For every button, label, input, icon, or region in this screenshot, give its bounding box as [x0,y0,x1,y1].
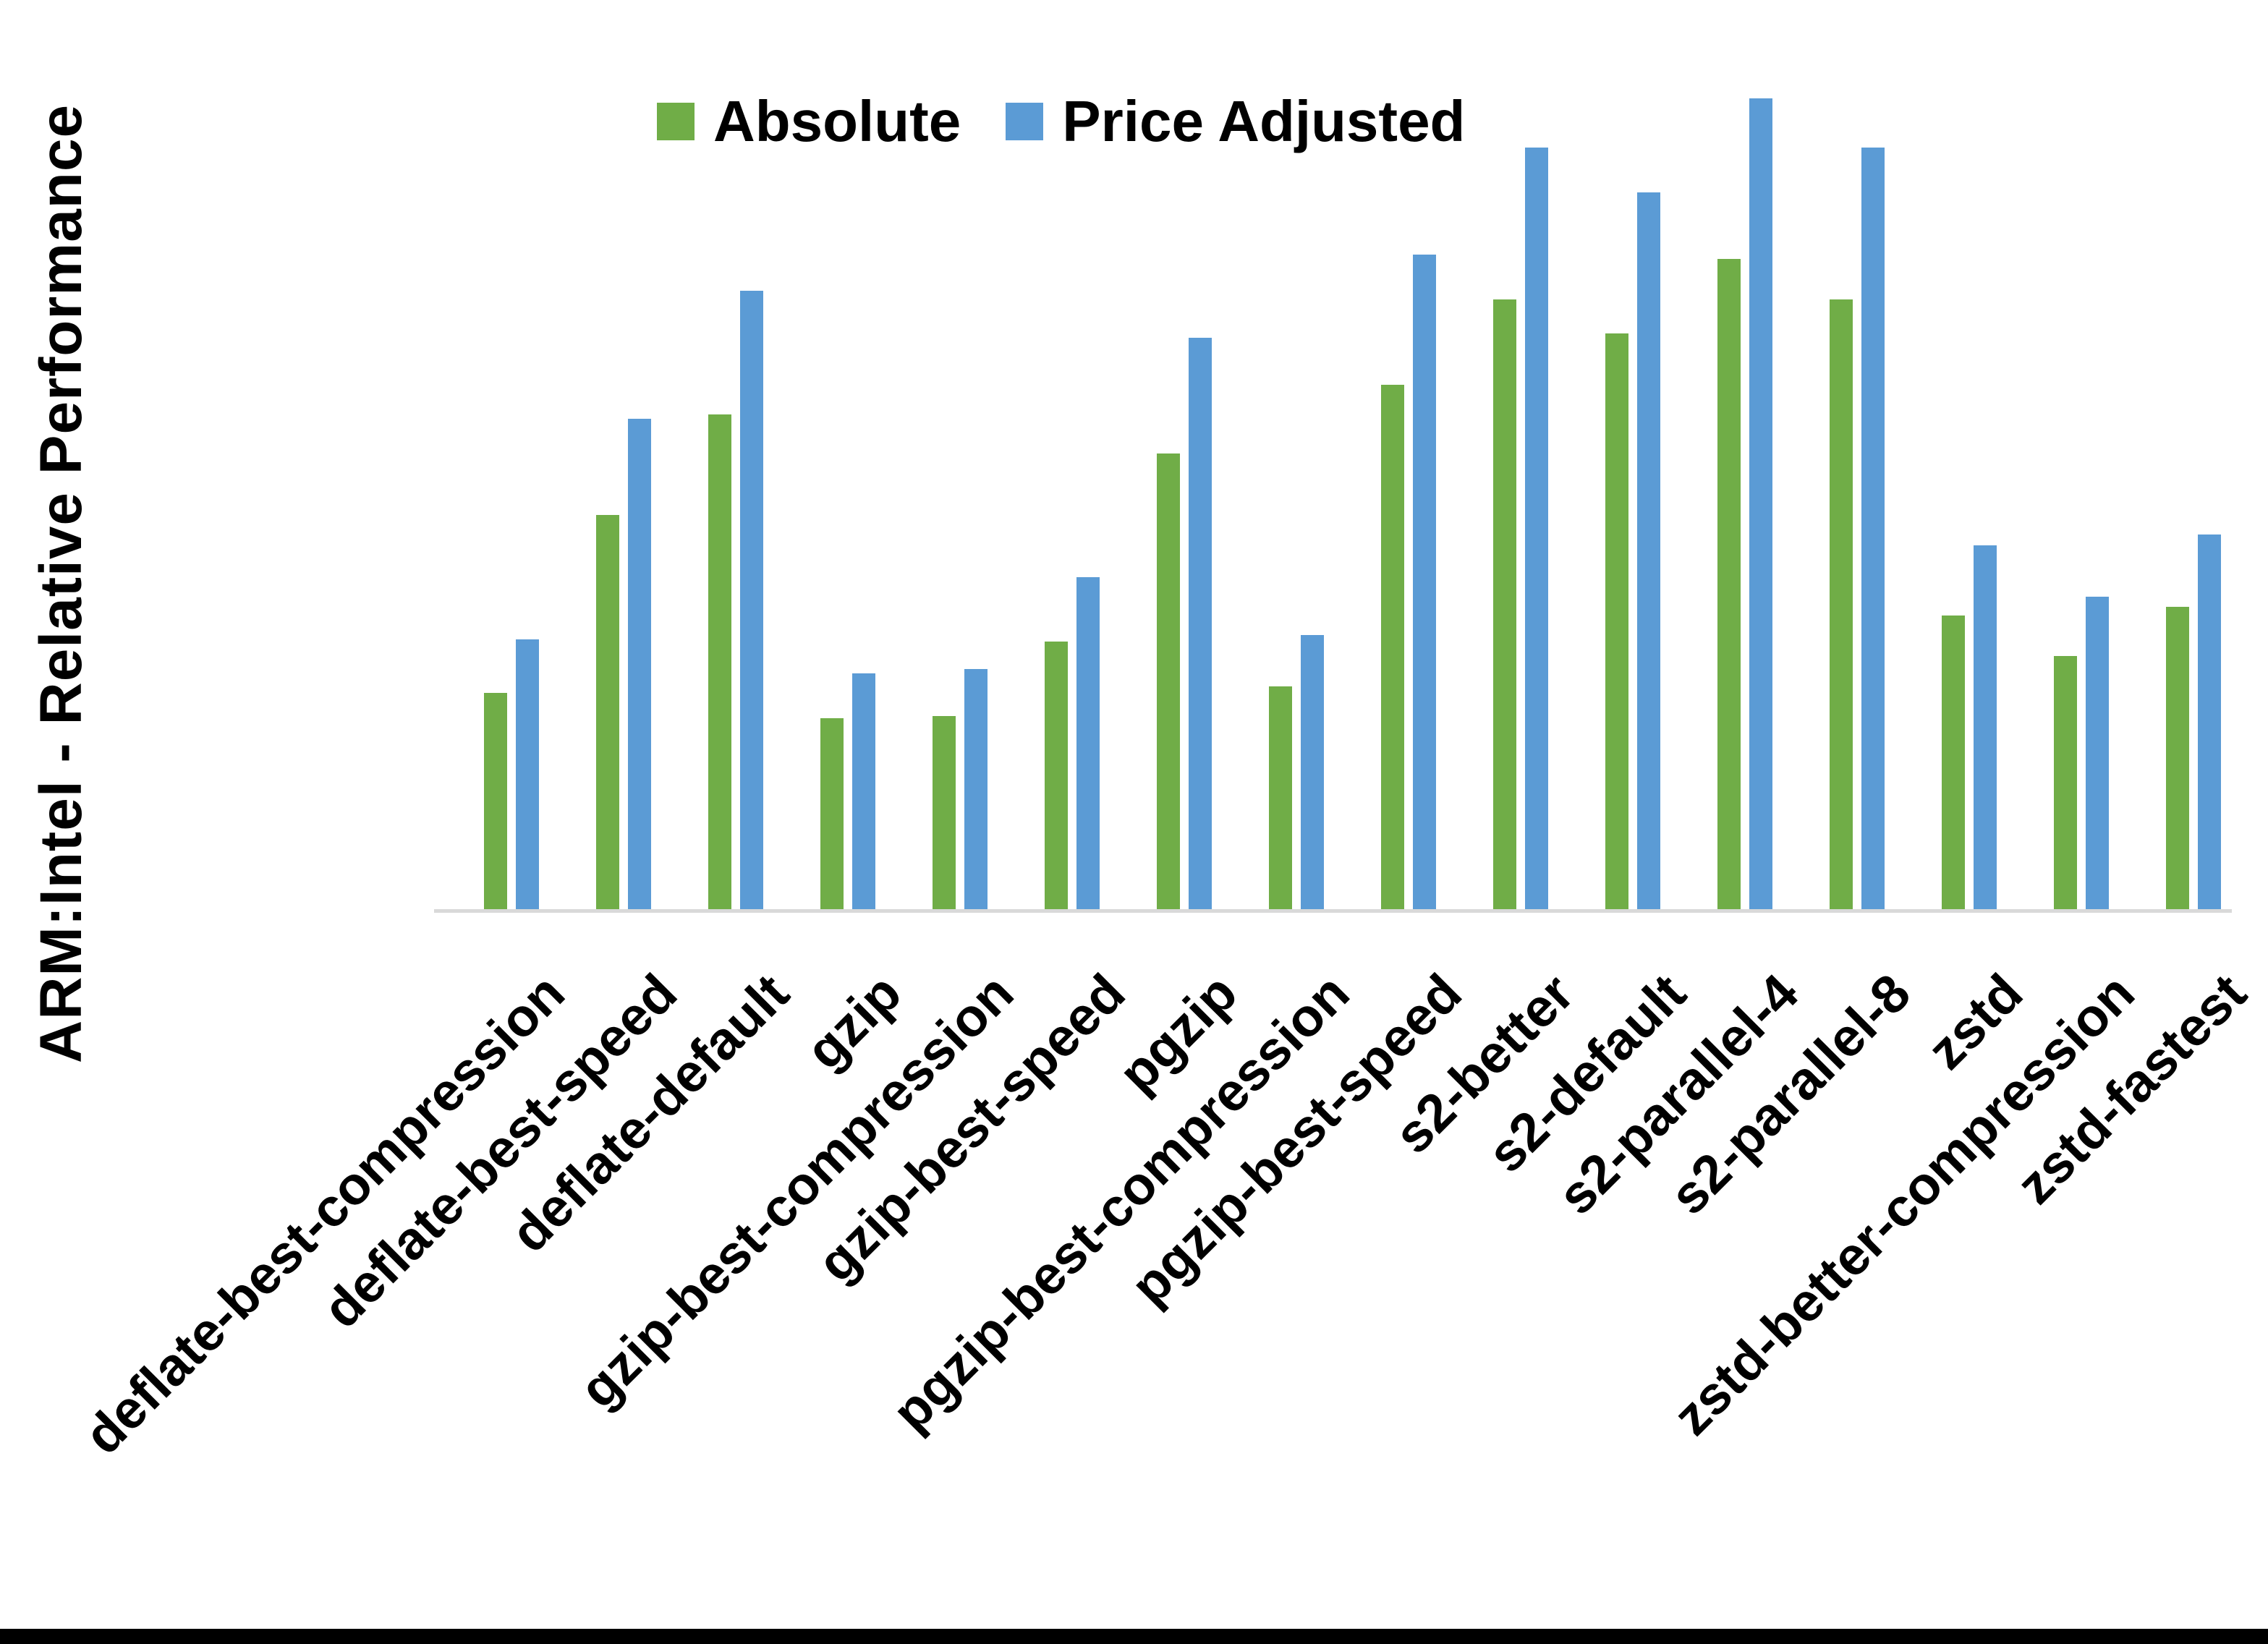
x-tick-label-deflate-default: deflate-default [498,962,800,1264]
bar-absolute [1492,299,1516,911]
bar-price-adjusted [2085,597,2109,911]
bar-price-adjusted [1300,635,1324,911]
bar-absolute [1605,333,1628,911]
bar-absolute [1380,385,1404,911]
bar-absolute [820,718,844,911]
price-adjusted-series-swatch-icon [1006,103,1044,140]
bar-price-adjusted [1636,192,1660,911]
legend-label-absolute: Absolute [713,89,961,153]
x-tick-label-s2-parallel-4: s2-parallel-4 [1545,962,1809,1226]
bar-price-adjusted [739,291,763,911]
bar-group-pgzip-best-compression [1240,56,1352,911]
x-tick-label-pgzip-best-compression: pgzip-best-compression [880,962,1361,1443]
bar-group-s2-default [1576,56,1689,911]
bottom-border-bar [0,1629,2268,1644]
legend-item-price-adjusted: Price Adjusted [1006,88,1465,155]
x-tick-label-gzip-best-compression: gzip-best-compression [567,962,1024,1420]
legend-item-absolute: Absolute [657,88,961,155]
bar-price-adjusted [1973,545,1997,911]
bar-price-adjusted [627,419,651,911]
bar-absolute [595,515,619,911]
bar-absolute [1717,259,1741,911]
bar-price-adjusted [515,639,539,911]
bar-group-s2-better [1464,56,1576,911]
x-tick-label-s2-better: s2-better [1383,962,1585,1165]
bar-absolute [1044,642,1068,911]
bar-price-adjusted [1188,338,1212,911]
bar-absolute [2165,607,2189,911]
bar-price-adjusted [1076,577,1100,911]
bar-group-gzip [791,56,904,911]
x-tick-label-gzip-best-speed: gzip-best-speed [805,962,1137,1293]
bar-group-deflate-best-compression [455,56,567,911]
bar-group-s2-parallel-8 [1801,56,1913,911]
bar-price-adjusted [1861,148,1885,911]
bar-group-gzip-best-speed [1016,56,1128,911]
bar-price-adjusted [964,669,988,911]
bar-price-adjusted [1749,98,1772,911]
x-tick-label-zstd-better-compression: zstd-better-compression [1661,962,2146,1447]
y-axis-tick-labels: 4.03.53.02.52.01.51.00.50.0 [0,0,434,1644]
legend: Absolute Price Adjusted [657,88,1465,155]
x-tick-label-zstd: zstd [1915,962,2034,1081]
bar-group-pgzip [1128,56,1240,911]
bar-absolute [1941,616,1965,911]
bar-price-adjusted [1412,255,1436,911]
bar-absolute [1829,299,1853,911]
bar-absolute [1156,453,1180,911]
bar-price-adjusted [851,673,875,911]
bar-absolute [2053,656,2077,911]
bar-group-pgzip-best-speed [1352,56,1464,911]
bar-group-deflate-best-speed [567,56,679,911]
bar-group-zstd-fastest [2137,56,2249,911]
bar-absolute [932,716,956,911]
bar-series-area [455,56,2249,911]
bar-group-s2-parallel-4 [1689,56,1801,911]
bar-price-adjusted [2197,534,2221,911]
x-tick-label-pgzip-best-speed: pgzip-best-speed [1118,962,1473,1316]
bar-absolute [483,693,507,911]
x-tick-label-gzip: gzip [794,962,912,1081]
x-tick-label-pgzip: pgzip [1107,962,1249,1104]
bar-group-deflate-default [679,56,791,911]
bar-group-gzip-best-compression [904,56,1016,911]
x-tick-label-zstd-fastest: zstd-fastest [2005,962,2258,1216]
bar-group-zstd [1913,56,2025,911]
bar-price-adjusted [1524,148,1548,911]
bar-absolute [1268,686,1292,911]
x-axis-line [434,909,2232,913]
absolute-series-swatch-icon [657,103,695,140]
x-tick-label-s2-default: s2-default [1476,962,1697,1184]
bar-absolute [708,414,731,911]
x-tick-label-s2-parallel-8: s2-parallel-8 [1657,962,1921,1226]
legend-label-price-adjusted: Price Adjusted [1062,89,1466,153]
bar-group-zstd-better-compression [2025,56,2137,911]
plot-area [434,56,2232,913]
